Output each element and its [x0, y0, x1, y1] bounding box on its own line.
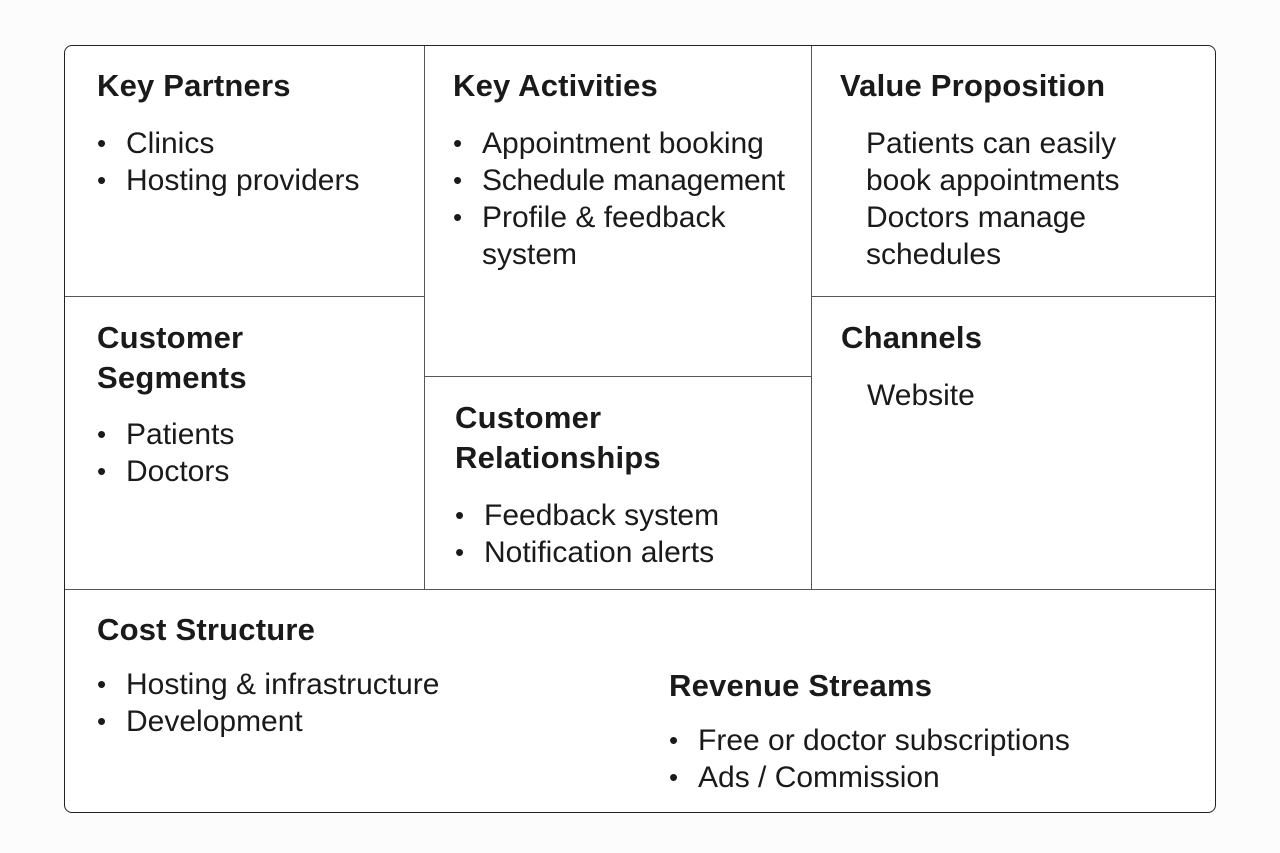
channels-text: Website [841, 377, 1201, 414]
customer-segments-title-line: Customer [97, 320, 244, 355]
key-activities-list: Appointment booking Schedule management … [453, 125, 793, 273]
divider-row-left [65, 296, 424, 298]
customer-relationships-list: Feedback system Notification alerts [455, 497, 805, 571]
divider-bottom-section [65, 589, 1215, 591]
key-activities-title: Key Activities [453, 68, 658, 103]
list-item: Ads / Commission [669, 759, 1189, 796]
list-item: Patients [97, 416, 417, 453]
customer-segments-list: Patients Doctors [97, 416, 417, 490]
cost-structure-section: Cost Structure Hosting & infrastructure … [97, 610, 617, 740]
channels-section: Channels Website [841, 318, 1201, 414]
list-item: Doctors [97, 453, 417, 490]
key-partners-section: Key Partners Clinics Hosting providers [97, 66, 417, 199]
key-activities-section: Key Activities Appointment booking Sched… [453, 66, 809, 273]
list-item: Hosting providers [97, 162, 417, 199]
list-item: Notification alerts [455, 534, 805, 571]
cost-structure-list: Hosting & infrastructure Development [97, 666, 617, 740]
key-partners-list: Clinics Hosting providers [97, 125, 417, 199]
revenue-streams-list: Free or doctor subscriptions Ads / Commi… [669, 722, 1189, 796]
list-item: Free or doctor subscriptions [669, 722, 1189, 759]
divider-row-middle [425, 376, 811, 378]
customer-relationships-title-line: Relationships [455, 440, 661, 475]
customer-segments-title-line: Segments [97, 360, 247, 395]
list-item: Clinics [97, 125, 417, 162]
list-item: Profile & feedback system [453, 199, 752, 273]
cost-structure-title: Cost Structure [97, 612, 316, 647]
revenue-streams-title: Revenue Streams [669, 668, 933, 703]
list-item: Hosting & infrastructure [97, 666, 617, 703]
divider-row-right [812, 296, 1215, 298]
list-item: Development [97, 703, 617, 740]
list-item: Schedule management [453, 162, 793, 199]
value-proposition-line: Doctors manage [866, 201, 1087, 234]
value-proposition-line: book appointments [866, 164, 1120, 197]
divider-col-1 [424, 46, 426, 590]
customer-segments-section: Customer Segments Patients Doctors [97, 318, 417, 490]
list-item: Appointment booking [453, 125, 793, 162]
key-partners-title: Key Partners [97, 68, 291, 103]
channels-title: Channels [841, 320, 983, 355]
divider-col-2 [811, 46, 813, 590]
value-proposition-title: Value Proposition [840, 68, 1106, 103]
channels-line: Website [867, 379, 975, 412]
list-item: Feedback system [455, 497, 805, 534]
customer-relationships-title-line: Customer [455, 400, 602, 435]
value-proposition-line: schedules [866, 238, 1002, 271]
customer-relationships-section: Customer Relationships Feedback system N… [455, 398, 805, 571]
revenue-streams-section: Revenue Streams Free or doctor subscript… [669, 666, 1189, 796]
value-proposition-section: Value Proposition Patients can easily bo… [840, 66, 1210, 273]
value-proposition-text: Patients can easily book appointments Do… [840, 125, 1210, 273]
value-proposition-line: Patients can easily [866, 127, 1117, 160]
